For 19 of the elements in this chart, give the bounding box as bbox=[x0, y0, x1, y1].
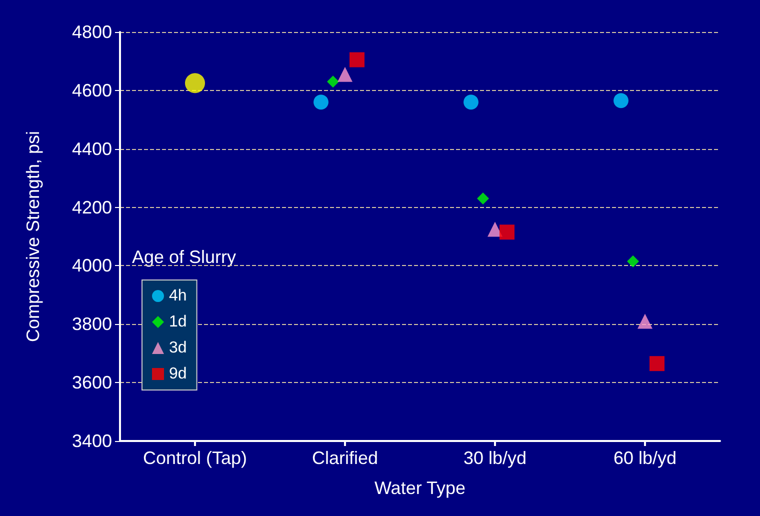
y-tick-label: 3600 bbox=[72, 372, 112, 393]
x-tick-label: 30 lb/yd bbox=[463, 448, 527, 468]
y-axis-title: Compressive Strength, psi bbox=[23, 130, 43, 342]
legend-label: 1d bbox=[169, 314, 187, 330]
y-tick-label: 4200 bbox=[72, 197, 112, 218]
y-tick-label: 3400 bbox=[72, 431, 112, 451]
x-tick-label: 60 lb/yd bbox=[613, 448, 677, 468]
x-tick-label: Control (Tap) bbox=[142, 448, 248, 468]
y-tick-label: 4400 bbox=[72, 138, 112, 159]
x-tick-label: Clarified bbox=[312, 448, 378, 468]
x-axis-title: Water Type bbox=[374, 478, 466, 498]
y-tick-label: 4000 bbox=[72, 256, 112, 276]
legend-label: 9d bbox=[169, 366, 187, 382]
legend-label: 4h bbox=[169, 288, 187, 304]
legend-label: 3d bbox=[169, 340, 187, 356]
legend-title: Age of Slurry bbox=[132, 247, 236, 267]
y-tick-label: 4600 bbox=[72, 80, 112, 100]
y-tick-label: 4800 bbox=[72, 22, 112, 42]
y-tick-label: 3800 bbox=[72, 314, 112, 334]
